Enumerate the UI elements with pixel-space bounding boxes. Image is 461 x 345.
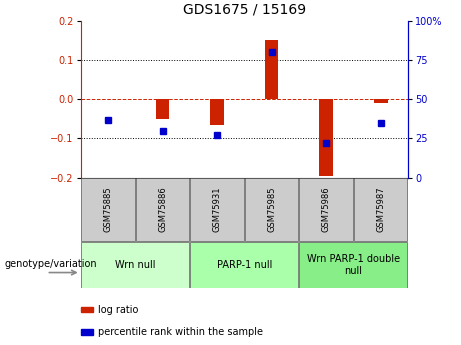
Text: log ratio: log ratio	[98, 305, 138, 315]
Bar	[81, 178, 135, 241]
Text: GSM75985: GSM75985	[267, 187, 276, 232]
Text: PARP-1 null: PARP-1 null	[217, 260, 272, 270]
Text: GSM75885: GSM75885	[103, 187, 112, 233]
Bar	[136, 178, 189, 241]
Title: GDS1675 / 15169: GDS1675 / 15169	[183, 3, 306, 17]
Bar	[81, 307, 93, 313]
Bar	[319, 99, 333, 176]
Bar	[210, 99, 224, 125]
Bar	[374, 99, 388, 103]
Text: GSM75931: GSM75931	[213, 187, 222, 232]
Text: percentile rank within the sample: percentile rank within the sample	[98, 327, 263, 337]
Text: GSM75986: GSM75986	[322, 187, 331, 233]
Text: Wrn PARP-1 double
null: Wrn PARP-1 double null	[307, 254, 400, 276]
Bar	[245, 178, 298, 241]
Text: Wrn null: Wrn null	[115, 260, 155, 270]
Bar	[190, 242, 298, 288]
Text: GSM75886: GSM75886	[158, 187, 167, 233]
Text: genotype/variation: genotype/variation	[5, 259, 97, 269]
Bar	[300, 178, 353, 241]
Bar	[354, 178, 408, 241]
Bar	[190, 178, 244, 241]
Bar	[156, 99, 169, 119]
Bar	[81, 329, 93, 335]
Text: GSM75987: GSM75987	[376, 187, 385, 233]
Bar	[300, 242, 408, 288]
Bar	[265, 40, 278, 99]
Bar	[81, 242, 189, 288]
